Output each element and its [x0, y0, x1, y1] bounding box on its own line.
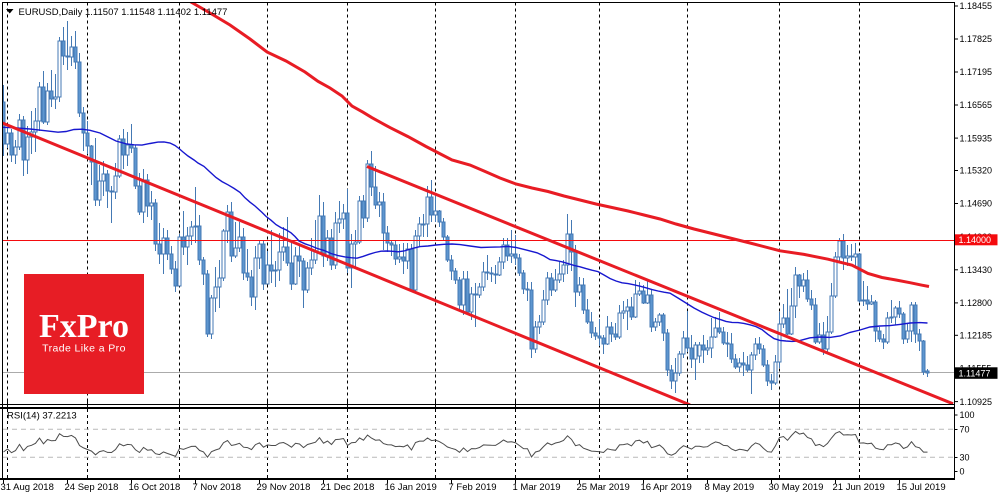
svg-text:1.16565: 1.16565: [960, 100, 993, 110]
svg-text:21 Jun 2019: 21 Jun 2019: [833, 482, 885, 493]
svg-text:0: 0: [960, 467, 965, 477]
svg-text:1.10925: 1.10925: [960, 397, 993, 407]
svg-text:FxPro: FxPro: [39, 308, 129, 345]
svg-text:16 Apr 2019: 16 Apr 2019: [641, 482, 692, 493]
svg-text:24 Sep 2018: 24 Sep 2018: [65, 482, 119, 493]
svg-text:1 Mar 2019: 1 Mar 2019: [513, 482, 561, 493]
svg-text:29 Nov 2018: 29 Nov 2018: [257, 482, 311, 493]
svg-text:16 Jan 2019: 16 Jan 2019: [385, 482, 437, 493]
svg-text:21 Dec 2018: 21 Dec 2018: [321, 482, 375, 493]
svg-text:1.15320: 1.15320: [960, 166, 993, 176]
svg-text:EURUSD,Daily 1.11507 1.11548 1: EURUSD,Daily 1.11507 1.11548 1.11402 1.1…: [19, 7, 228, 18]
svg-text:7 Feb 2019: 7 Feb 2019: [449, 482, 497, 493]
svg-text:1.14690: 1.14690: [960, 199, 993, 209]
svg-text:1.17825: 1.17825: [960, 34, 993, 44]
svg-text:30 May 2019: 30 May 2019: [769, 482, 824, 493]
svg-text:1.14000: 1.14000: [959, 235, 992, 245]
svg-text:Trade Like a Pro: Trade Like a Pro: [42, 343, 126, 355]
svg-text:1.11477: 1.11477: [959, 369, 991, 379]
svg-text:1.17195: 1.17195: [960, 67, 993, 77]
svg-text:31 Aug 2018: 31 Aug 2018: [1, 482, 54, 493]
svg-text:70: 70: [960, 425, 970, 435]
svg-text:RSI(14) 37.2213: RSI(14) 37.2213: [7, 411, 77, 422]
svg-text:1.12185: 1.12185: [960, 331, 993, 341]
svg-text:7 Nov 2018: 7 Nov 2018: [193, 482, 242, 493]
svg-text:25 Mar 2019: 25 Mar 2019: [577, 482, 630, 493]
svg-text:100: 100: [960, 410, 975, 420]
svg-text:16 Oct 2018: 16 Oct 2018: [129, 482, 181, 493]
svg-text:8 May 2019: 8 May 2019: [705, 482, 755, 493]
svg-text:30: 30: [960, 453, 970, 463]
svg-text:15 Jul 2019: 15 Jul 2019: [897, 482, 946, 493]
svg-text:1.13430: 1.13430: [960, 265, 993, 275]
svg-text:1.12800: 1.12800: [960, 298, 993, 308]
svg-text:1.18455: 1.18455: [960, 1, 993, 11]
svg-text:1.15935: 1.15935: [960, 133, 993, 143]
